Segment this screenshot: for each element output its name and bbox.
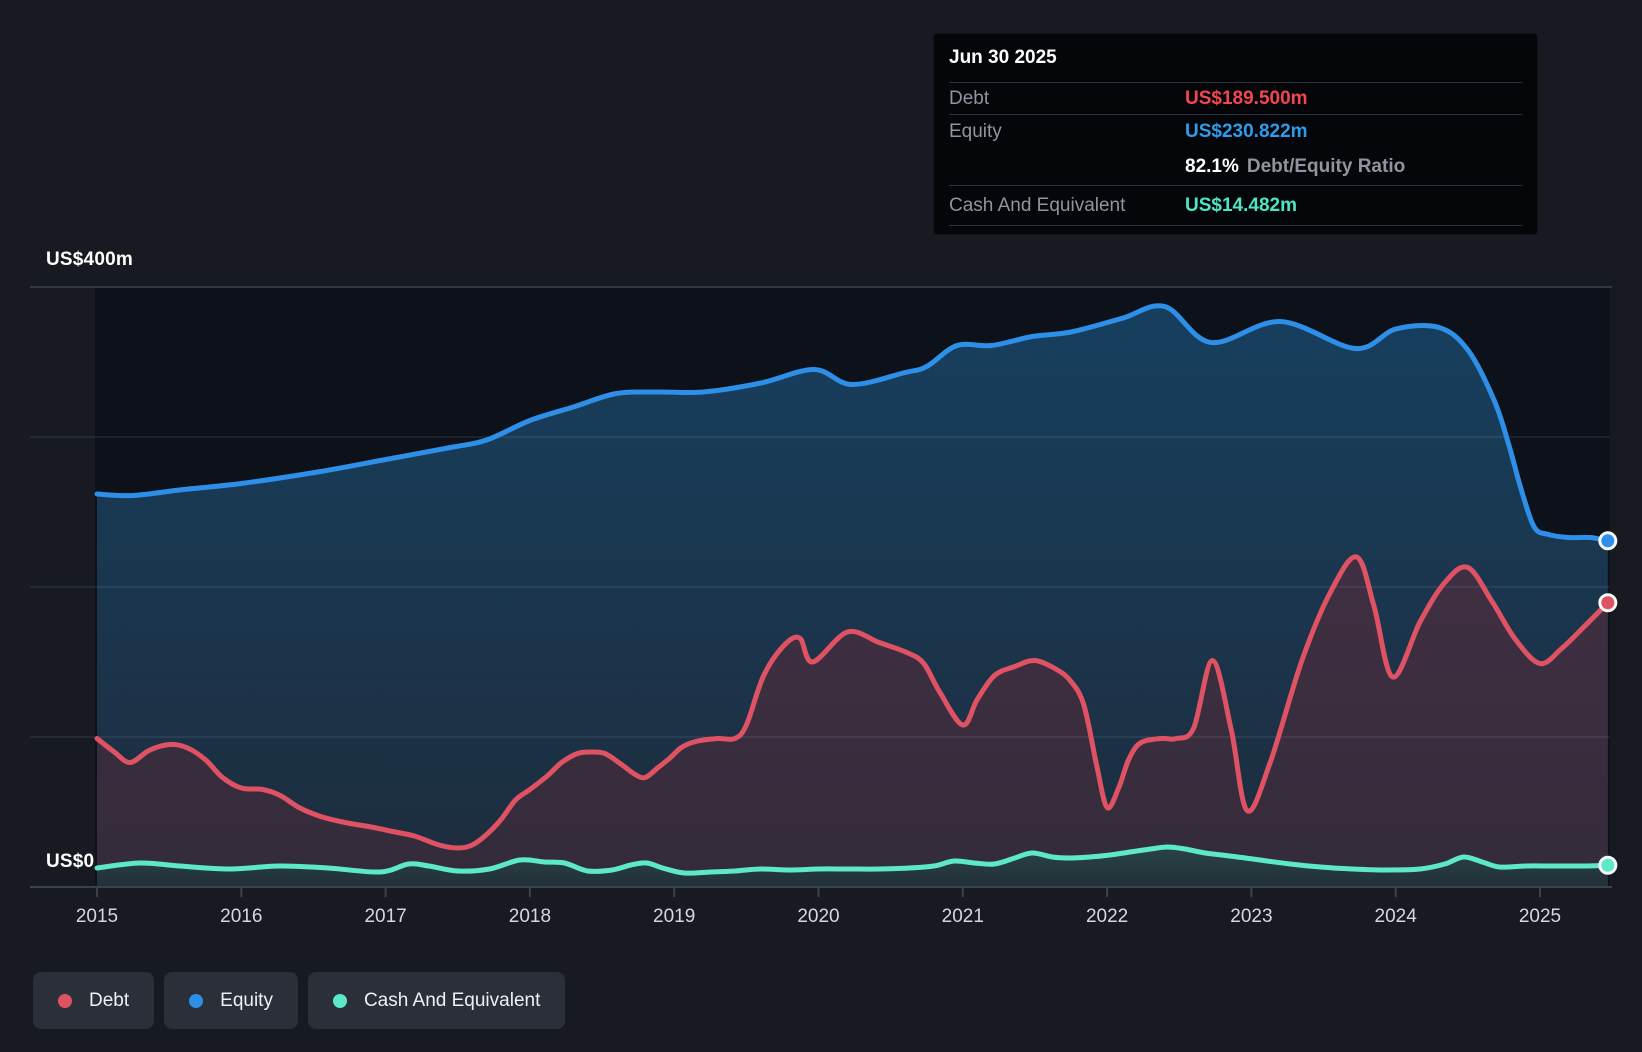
- equity-swatch-icon: [189, 993, 204, 1008]
- chart-legend: Debt Equity Cash And Equivalent: [33, 972, 566, 1029]
- divider: [949, 82, 1522, 83]
- debt-line[interactable]: [94, 554, 1611, 851]
- x-axis-label-2015: 2015: [75, 906, 119, 927]
- tooltip-row-debt: Debt US$189.500m: [949, 83, 1522, 114]
- chart-tooltip: Jun 30 2025 Debt US$189.500m Equity US$2…: [933, 33, 1538, 235]
- tooltip-cash-value: US$14.482m: [1185, 194, 1297, 216]
- equity-line[interactable]: [94, 303, 1611, 544]
- divider: [949, 225, 1522, 226]
- tooltip-ratio-value: 82.1%: [1185, 155, 1239, 177]
- tooltip-cash-label: Cash And Equivalent: [949, 194, 1126, 216]
- y-axis-label-400m: US$400m: [46, 249, 133, 270]
- tooltip-equity-value: US$230.822m: [1185, 120, 1308, 142]
- tooltip-ratio: 82.1% Debt/Equity Ratio: [1185, 156, 1405, 178]
- tooltip-date: Jun 30 2025: [949, 47, 1057, 68]
- x-axis-label-2025: 2025: [1518, 906, 1562, 927]
- x-axis-label-2018: 2018: [508, 906, 552, 927]
- x-axis-label-2024: 2024: [1374, 906, 1417, 927]
- legend-cash-label: Cash And Equivalent: [363, 989, 541, 1011]
- x-axis-label-2020: 2020: [797, 906, 840, 927]
- divider: [949, 185, 1522, 186]
- debt-end-dot[interactable]: [1598, 593, 1618, 613]
- legend-item-cash[interactable]: Cash And Equivalent: [307, 972, 566, 1029]
- tooltip-ratio-label: Debt/Equity Ratio: [1246, 155, 1406, 177]
- tooltip-row-ratio: 82.1% Debt/Equity Ratio: [949, 148, 1522, 185]
- tooltip-debt-label: Debt: [949, 87, 990, 109]
- x-axis-label-2019: 2019: [653, 906, 696, 927]
- equity-end-dot[interactable]: [1598, 531, 1618, 551]
- cash-and-equivalent-end-dot[interactable]: [1598, 855, 1618, 875]
- tooltip-debt-value: US$189.500m: [1185, 87, 1308, 109]
- y-axis-label-0: US$0: [46, 851, 95, 872]
- legend-equity-label: Equity: [220, 989, 273, 1011]
- legend-item-debt[interactable]: Debt: [33, 972, 155, 1029]
- debt-area: [97, 556, 1608, 887]
- tooltip-equity-label: Equity: [949, 120, 1002, 142]
- x-axis-label-2023: 2023: [1230, 906, 1273, 927]
- debt-swatch-icon: [58, 993, 72, 1008]
- legend-debt-label: Debt: [89, 989, 130, 1011]
- x-axis-label-2016: 2016: [220, 906, 263, 927]
- x-axis-label-2017: 2017: [364, 906, 407, 927]
- legend-item-equity[interactable]: Equity: [164, 972, 298, 1029]
- cash-and-equivalent-line[interactable]: [94, 844, 1611, 876]
- tooltip-row-cash: Cash And Equivalent US$14.482m: [949, 186, 1522, 225]
- x-axis-label-2021: 2021: [941, 906, 984, 927]
- cash-swatch-icon: [332, 993, 347, 1008]
- tooltip-bottom-padding: [949, 226, 1522, 234]
- divider: [949, 114, 1522, 115]
- x-axis-label-2022: 2022: [1085, 906, 1129, 927]
- tooltip-row-equity: Equity US$230.822m: [949, 115, 1522, 148]
